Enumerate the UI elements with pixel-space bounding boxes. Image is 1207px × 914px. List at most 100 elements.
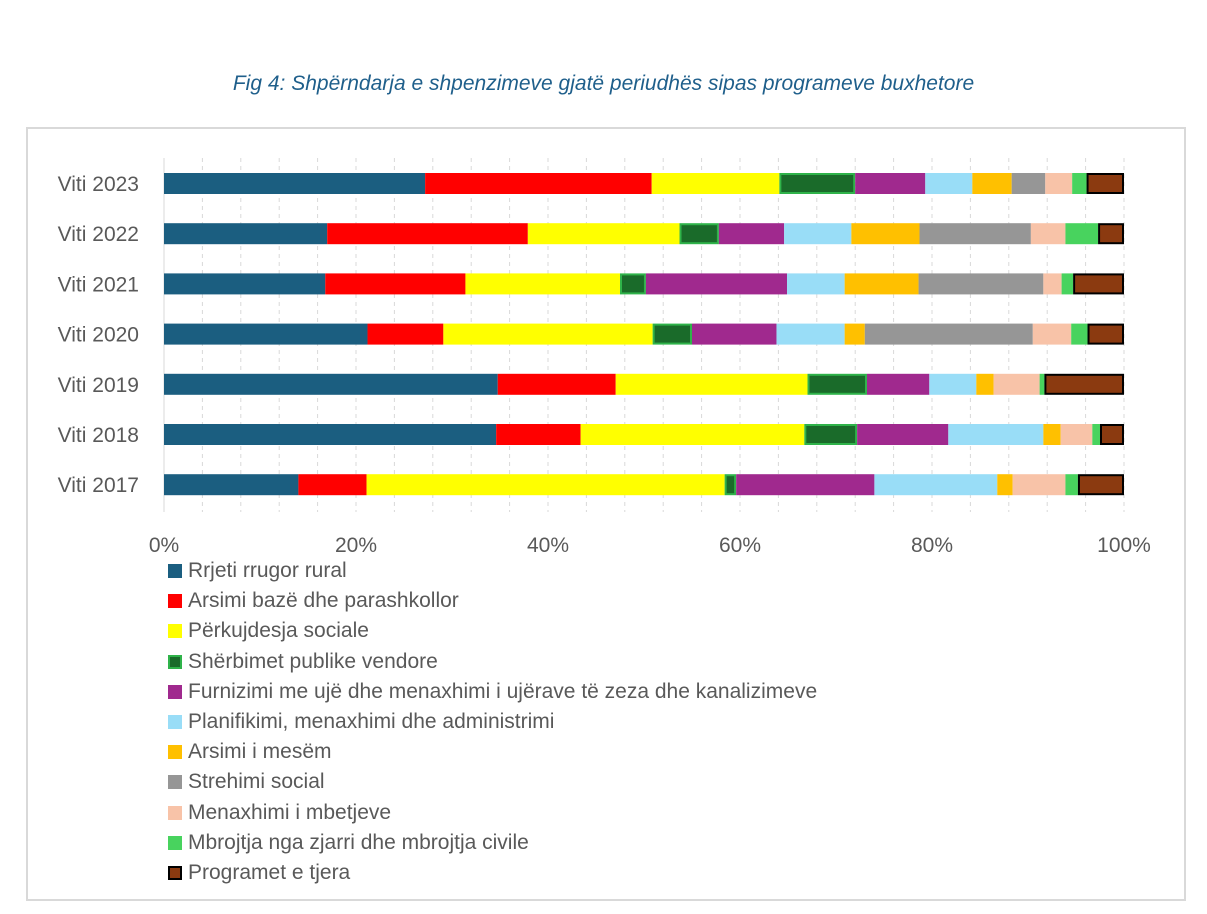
category-label: Viti 2019 <box>58 374 139 397</box>
bar-segment <box>327 223 528 245</box>
legend-item: Strehimi social <box>168 767 817 797</box>
bar-segment <box>1060 424 1093 445</box>
bar-segment <box>844 273 919 295</box>
bar-segment <box>679 223 719 245</box>
legend-swatch <box>168 564 182 579</box>
bar-segment <box>976 373 994 395</box>
bar-segment <box>164 474 299 496</box>
bar-segment <box>496 424 581 445</box>
bar-segment <box>844 323 865 345</box>
legend: Rrjeti rrugor rural Arsimi bazë dhe paras… <box>168 556 817 888</box>
bar-segment <box>1100 424 1124 445</box>
x-tick-label: 40% <box>527 534 569 557</box>
bar-segment <box>1077 474 1125 496</box>
bar-segment <box>807 373 867 395</box>
bar-segment <box>1043 424 1061 445</box>
legend-item: Mbrojtja nga zjarri dhe mbrojtja civile <box>168 828 817 858</box>
bar-segment <box>692 323 777 345</box>
legend-label: Furnizimi me ujë dhe menaxhimi i ujërave… <box>188 679 818 703</box>
bar-segment <box>1087 323 1125 345</box>
bar-segment <box>164 223 328 245</box>
bar-segment <box>580 424 805 445</box>
bar-segment <box>164 424 497 445</box>
bars <box>164 173 1125 496</box>
x-tick-label: 100% <box>1097 534 1151 557</box>
bar-segment <box>804 424 858 445</box>
bar-segment <box>874 474 998 496</box>
bar-segment <box>1092 424 1100 445</box>
bar-segment <box>855 173 926 194</box>
legend-item: Planifikimi, menaxhimi dhe administrimi <box>168 707 817 737</box>
category-label: Viti 2018 <box>58 424 139 447</box>
bar-segment <box>620 273 646 295</box>
bar-segment <box>1039 373 1045 395</box>
legend-swatch <box>168 805 182 820</box>
bar-segment <box>367 323 444 345</box>
bar-segment <box>1011 173 1046 194</box>
x-tick-label: 80% <box>911 534 953 557</box>
legend-item: Arsimi i mesëm <box>168 737 817 767</box>
bar-segment <box>925 173 973 194</box>
legend-swatch <box>168 684 182 699</box>
bar-segment <box>652 323 693 345</box>
bar-segment <box>997 474 1013 496</box>
bar-segment <box>645 273 788 295</box>
legend-swatch <box>168 775 182 790</box>
bar-segment <box>425 173 652 194</box>
bar-segment <box>366 474 725 496</box>
bar-segment <box>1065 223 1099 245</box>
legend-item: Programet e tjera <box>168 858 817 888</box>
bar-segment <box>929 373 977 395</box>
bar-segment <box>736 474 875 496</box>
bar-segment <box>776 323 845 345</box>
legend-item: Shërbimet publike vendore <box>168 647 817 677</box>
category-label: Viti 2022 <box>58 223 139 246</box>
x-tick-label: 20% <box>335 534 377 557</box>
category-labels: Viti 2023 Viti 2022 Viti 2021 Viti 2020 Viti… <box>58 173 139 497</box>
bar-segment <box>325 273 466 295</box>
bar-segment <box>615 373 808 395</box>
legend-label: Menaxhimi i mbetjeve <box>188 800 392 824</box>
category-label: Viti 2023 <box>58 173 139 196</box>
bar-segment <box>527 223 680 245</box>
bar-segment <box>164 273 326 295</box>
bar-segment <box>164 373 498 395</box>
bar-segment <box>866 373 930 395</box>
bar-segment <box>1043 273 1062 295</box>
legend-label: Planifikimi, menaxhimi dhe administrimi <box>188 710 555 734</box>
bar-segment <box>1086 173 1125 194</box>
figure-caption: Fig 4: Shpërndarja e shpenzimeve gjatë p… <box>232 72 975 95</box>
bar-segment <box>919 223 1031 245</box>
bar-segment <box>1098 223 1124 245</box>
bar-segment <box>918 273 1044 295</box>
bar-segment <box>724 474 737 496</box>
bar-segment <box>784 223 852 245</box>
bar-segment <box>164 323 368 345</box>
category-label: Viti 2017 <box>58 474 139 497</box>
bar-segment <box>1071 323 1088 345</box>
legend-swatch <box>168 624 182 639</box>
chart-frame <box>26 127 1186 901</box>
legend-label: Mbrojtja nga zjarri dhe mbrojtja civile <box>188 830 529 854</box>
x-tick-label: 0% <box>149 534 179 557</box>
category-label: Viti 2020 <box>58 324 139 347</box>
legend-swatch <box>168 715 182 730</box>
legend-swatch <box>168 654 182 669</box>
bar-segment <box>1061 273 1074 295</box>
category-label: Viti 2021 <box>58 273 139 296</box>
bar-segment <box>1065 474 1078 496</box>
bar-segment <box>443 323 653 345</box>
bar-segment <box>1032 323 1072 345</box>
legend-item: Menaxhimi i mbetjeve <box>168 798 817 828</box>
bar-segment <box>718 223 785 245</box>
x-tick-label: 60% <box>719 534 761 557</box>
x-tick-labels: 0% 20% 40% 60% 80% 100% <box>149 534 1151 557</box>
legend-item: Përkujdesja sociale <box>168 616 817 646</box>
bar-segment <box>1030 223 1066 245</box>
bar-segment <box>1073 273 1124 295</box>
legend-item: Rrjeti rrugor rural <box>168 556 817 586</box>
legend-item: Furnizimi me ujë dhe menaxhimi i ujërave… <box>168 677 817 707</box>
bar-segment <box>993 373 1040 395</box>
legend-label: Rrjeti rrugor rural <box>188 559 347 583</box>
